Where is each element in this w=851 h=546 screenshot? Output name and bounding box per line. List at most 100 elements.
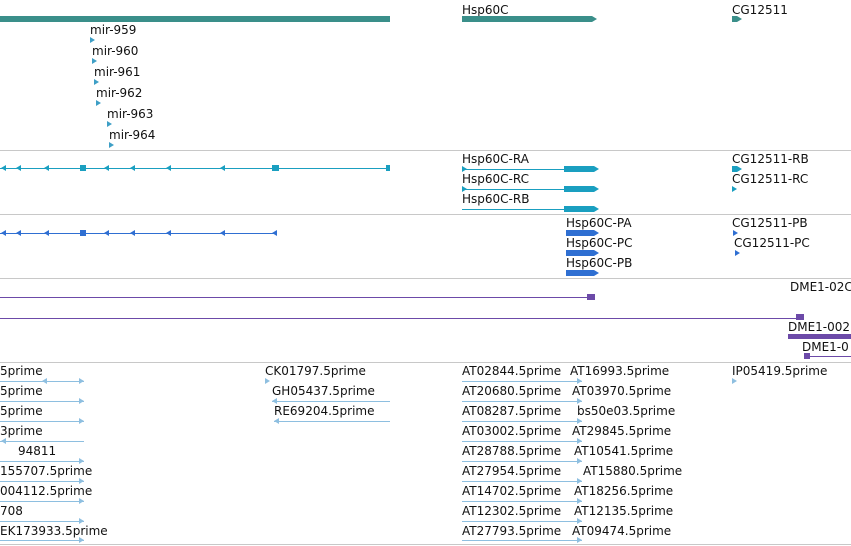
repeat-line[interactable] [0, 318, 798, 319]
est-label[interactable]: AT15880.5prime [583, 464, 683, 478]
est-label[interactable]: AT02844.5prime [462, 364, 562, 378]
est-line[interactable] [462, 540, 582, 541]
est-line[interactable] [274, 421, 390, 422]
est-label[interactable]: AT10541.5prime [574, 444, 674, 458]
cds-block[interactable] [566, 230, 594, 236]
cds-intron-line[interactable] [0, 233, 276, 234]
transcript-intron-line[interactable] [462, 209, 564, 210]
repeat-label-dme1-002[interactable]: DME1-002 [788, 320, 851, 334]
est-line[interactable] [0, 481, 84, 482]
est-line[interactable] [0, 401, 84, 402]
cds-block[interactable] [566, 270, 594, 276]
protein-label-cg12511-pb[interactable]: CG12511-PB [732, 216, 808, 230]
est-label[interactable]: CK01797.5prime [265, 364, 366, 378]
mirna-label-959[interactable]: mir-959 [90, 23, 137, 37]
est-line[interactable] [462, 441, 582, 442]
transcript-label-cg12511-rb[interactable]: CG12511-RB [732, 152, 809, 166]
est-label[interactable]: AT08287.5prime [462, 404, 562, 418]
est-line[interactable] [462, 481, 582, 482]
protein-label-cg12511-pc[interactable]: CG12511-PC [734, 236, 810, 250]
est-label[interactable]: EK173933.5prime [0, 524, 108, 538]
est-label[interactable]: IP05419.5prime [732, 364, 828, 378]
est-line[interactable] [462, 501, 582, 502]
mirna-label-962[interactable]: mir-962 [96, 86, 143, 100]
mirna-feature-icon[interactable] [109, 142, 114, 148]
mirna-feature-icon[interactable] [94, 79, 99, 85]
est-label[interactable]: AT28788.5prime [462, 444, 562, 458]
transcript-intron-line[interactable] [462, 169, 564, 170]
est-label[interactable]: 5prime [0, 384, 43, 398]
est-label[interactable]: AT29845.5prime [572, 424, 672, 438]
est-line[interactable] [462, 521, 582, 522]
exon-block[interactable] [272, 165, 279, 171]
mirna-feature-icon[interactable] [90, 37, 95, 43]
est-label[interactable]: 94811 [18, 444, 57, 458]
est-line[interactable] [462, 461, 582, 462]
exon-block[interactable] [564, 206, 594, 212]
protein-label-hsp60c-pb[interactable]: Hsp60C-PB [566, 256, 633, 270]
est-label[interactable]: AT16993.5prime [570, 364, 670, 378]
est-label[interactable]: 004112.5prime [0, 484, 93, 498]
exon-block[interactable] [732, 166, 737, 172]
est-label[interactable]: 5prime [0, 404, 43, 418]
est-line[interactable] [0, 421, 84, 422]
est-line[interactable] [462, 401, 582, 402]
mirna-label-961[interactable]: mir-961 [94, 65, 141, 79]
repeat-block[interactable] [796, 314, 804, 320]
repeat-line[interactable] [0, 297, 590, 298]
cds-block[interactable] [80, 230, 86, 236]
est-label[interactable]: AT18256.5prime [574, 484, 674, 498]
transcript-label-hsp60c-rc[interactable]: Hsp60C-RC [462, 172, 529, 186]
est-label[interactable]: bs50e03.5prime [577, 404, 676, 418]
repeat-block[interactable] [788, 334, 851, 339]
protein-label-hsp60c-pa[interactable]: Hsp60C-PA [566, 216, 632, 230]
est-line[interactable] [462, 421, 582, 422]
gene-bar-cg12511[interactable] [732, 16, 737, 22]
est-label[interactable]: AT27954.5prime [462, 464, 562, 478]
gene-label-hsp60c[interactable]: Hsp60C [462, 3, 509, 17]
est-line[interactable] [0, 501, 84, 502]
est-label[interactable]: AT03970.5prime [572, 384, 672, 398]
transcript-intron-line[interactable] [462, 189, 564, 190]
repeat-block[interactable] [587, 294, 595, 300]
transcript-label-hsp60c-ra[interactable]: Hsp60C-RA [462, 152, 529, 166]
est-label[interactable]: 708 [0, 504, 23, 518]
est-label[interactable]: AT14702.5prime [462, 484, 562, 498]
mirna-feature-icon[interactable] [107, 121, 112, 127]
est-label[interactable]: AT20680.5prime [462, 384, 562, 398]
mirna-feature-icon[interactable] [96, 100, 101, 106]
est-label[interactable]: 3prime [0, 424, 43, 438]
est-label[interactable]: GH05437.5prime [272, 384, 375, 398]
est-line[interactable] [0, 461, 84, 462]
repeat-label-dme1-0[interactable]: DME1-0 [802, 340, 849, 354]
est-line[interactable] [272, 401, 390, 402]
est-line[interactable] [0, 441, 84, 442]
gene-bar-left[interactable] [0, 16, 390, 22]
est-label[interactable]: 5prime [0, 364, 43, 378]
est-label[interactable]: AT03002.5prime [462, 424, 562, 438]
repeat-block[interactable] [804, 353, 810, 359]
est-label[interactable]: RE69204.5prime [274, 404, 375, 418]
transcript-intron-line[interactable] [0, 168, 390, 169]
est-line[interactable] [0, 521, 84, 522]
exon-block[interactable] [80, 165, 86, 171]
exon-block[interactable] [564, 166, 594, 172]
gene-bar-hsp60c[interactable] [462, 16, 592, 22]
est-label[interactable]: AT27793.5prime [462, 524, 562, 538]
transcript-label-hsp60c-rb[interactable]: Hsp60C-RB [462, 192, 530, 206]
est-line[interactable] [462, 381, 582, 382]
est-line[interactable] [0, 540, 84, 541]
transcript-label-cg12511-rc[interactable]: CG12511-RC [732, 172, 809, 186]
repeat-label-dme1-02c[interactable]: DME1-02C [790, 280, 851, 294]
exon-block[interactable] [564, 186, 594, 192]
est-label[interactable]: 155707.5prime [0, 464, 93, 478]
gene-label-cg12511[interactable]: CG12511 [732, 3, 788, 17]
est-label[interactable]: AT12302.5prime [462, 504, 562, 518]
mirna-feature-icon[interactable] [92, 58, 97, 64]
cds-block[interactable] [566, 250, 594, 256]
protein-label-hsp60c-pc[interactable]: Hsp60C-PC [566, 236, 633, 250]
mirna-label-960[interactable]: mir-960 [92, 44, 139, 58]
mirna-label-964[interactable]: mir-964 [109, 128, 156, 142]
exon-block[interactable] [386, 165, 390, 171]
est-label[interactable]: AT12135.5prime [574, 504, 674, 518]
